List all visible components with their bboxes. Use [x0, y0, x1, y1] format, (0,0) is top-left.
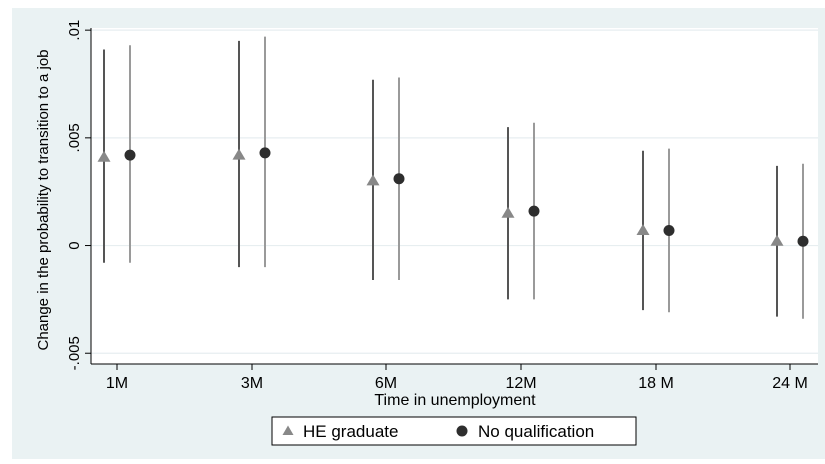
- y-tick-label: .005: [66, 123, 83, 152]
- point-estimate-triangle: [232, 148, 246, 160]
- gridlines: [91, 29, 818, 354]
- point-estimate-circle: [797, 235, 809, 247]
- x-tick-label: 18 M: [638, 375, 674, 392]
- point-estimate-triangle: [366, 174, 380, 186]
- y-axis-ticks: -.005 0 .005 .01: [66, 20, 91, 370]
- legend-label-no-qualification: No qualification: [478, 422, 594, 441]
- x-axis-ticks: 1M 3M 6M 12M 18 M 24 M: [106, 364, 808, 392]
- y-tick-label: -.005: [66, 336, 83, 370]
- series-0: [97, 40, 784, 317]
- data-series: [97, 36, 809, 319]
- series-1: [124, 36, 809, 319]
- x-tick-label: 1M: [106, 375, 128, 392]
- x-axis-title: Time in unemployment: [374, 392, 536, 409]
- point-estimate-triangle: [97, 150, 111, 162]
- point-estimate-circle: [393, 173, 405, 185]
- y-tick-label: 0: [66, 241, 83, 249]
- legend-box: [271, 416, 637, 446]
- legend-label-he-graduate: HE graduate: [303, 422, 398, 441]
- x-tick-label: 6M: [375, 375, 397, 392]
- point-estimate-circle: [259, 147, 271, 159]
- legend: HE graduate No qualification: [271, 416, 637, 446]
- y-tick-label: .01: [66, 20, 83, 41]
- x-tick-label: 12M: [505, 375, 536, 392]
- legend-triangle-marker: [282, 425, 294, 435]
- x-tick-label: 24 M: [772, 375, 808, 392]
- point-estimate-circle: [663, 224, 675, 236]
- legend-circle-marker: [456, 425, 468, 437]
- point-estimate-triangle: [770, 234, 784, 246]
- y-axis-title: Change in the probability to transition …: [35, 49, 52, 350]
- x-tick-label: 3M: [241, 375, 263, 392]
- point-estimate-circle: [528, 205, 540, 217]
- point-estimate-triangle: [501, 206, 515, 218]
- axes: [90, 28, 818, 365]
- point-estimate-circle: [124, 149, 136, 161]
- point-estimate-triangle: [636, 223, 650, 235]
- plot-area: [91, 28, 818, 364]
